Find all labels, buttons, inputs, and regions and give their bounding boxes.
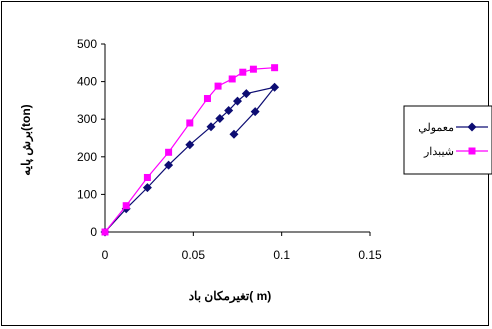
data-point-0 <box>164 160 174 170</box>
x-tick-label: 0 <box>102 248 109 262</box>
legend-marker-0 <box>467 122 477 132</box>
x-tick-label: 0.1 <box>273 248 290 262</box>
data-point-1 <box>203 95 211 103</box>
ticks: 0 100 200 300 400 500 0 0.05 0.1 0.15 <box>77 37 382 262</box>
data-point-0 <box>233 96 242 106</box>
data-point-0 <box>241 89 251 99</box>
data-point-1 <box>228 75 236 83</box>
data-point-1 <box>239 68 247 76</box>
y-tick-label: 0 <box>90 225 97 239</box>
data-point-1 <box>214 82 222 90</box>
data-point-1 <box>271 64 279 72</box>
series-group <box>100 64 280 237</box>
series-line-0 <box>104 86 277 233</box>
data-point-1 <box>122 202 130 210</box>
y-tick-label: 300 <box>77 112 97 126</box>
axes <box>104 44 370 233</box>
data-point-0 <box>206 122 216 132</box>
y-axis-title: برش پایه(ton) <box>19 104 34 175</box>
x-tick-label: 0.15 <box>358 248 382 262</box>
data-point-1 <box>249 65 257 73</box>
data-point-0 <box>229 129 239 139</box>
data-point-1 <box>165 148 173 156</box>
legend: معمولي شيبدار <box>403 105 492 175</box>
legend-box <box>403 105 492 175</box>
y-tick-label: 500 <box>77 37 97 51</box>
x-tick-label: 0.05 <box>182 248 206 262</box>
legend-marker-1 <box>468 147 476 155</box>
data-point-0 <box>215 113 225 123</box>
legend-label-1: شيبدار <box>423 146 454 158</box>
data-point-0 <box>142 183 152 193</box>
legend-label-0: معمولي <box>418 122 454 134</box>
y-tick-label: 100 <box>77 187 97 201</box>
y-tick-label: 200 <box>77 150 97 164</box>
y-tick-label: 400 <box>77 75 97 89</box>
data-point-1 <box>101 228 109 236</box>
data-point-0 <box>185 140 195 150</box>
data-point-0 <box>224 106 234 116</box>
data-point-1 <box>143 173 151 181</box>
data-point-1 <box>186 119 194 127</box>
data-point-0 <box>270 82 280 92</box>
x-axis-title: تغیرمکان باد( m) <box>189 289 272 304</box>
data-point-0 <box>250 107 260 117</box>
